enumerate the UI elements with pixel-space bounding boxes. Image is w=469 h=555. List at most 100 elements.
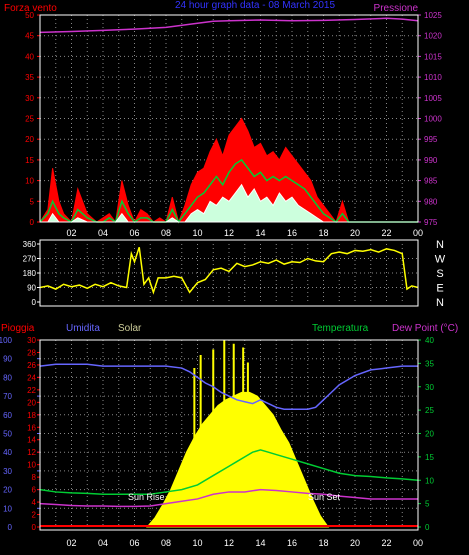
y-tick-label: 0: [32, 298, 37, 307]
y-tick-label: 50: [25, 11, 34, 20]
compass-label: N: [436, 297, 444, 309]
panel3-frame: [39, 339, 419, 531]
y-tick-label: 22: [27, 386, 36, 395]
y-tick-label: 25: [25, 115, 34, 124]
pressure-axis-ticks: 975 980 985 990 995 1000 1005 1010 1015 1020 1025: [418, 11, 442, 227]
x-tick-label: 16: [287, 228, 297, 238]
compass-label: E: [436, 283, 443, 295]
series-humidity: [39, 363, 418, 410]
y-tick-label: 270: [23, 255, 37, 264]
y-tick-label: 995: [424, 135, 438, 144]
wind-pressure-panel: 24 hour graph data - 08 March 2015 Forza…: [4, 0, 442, 238]
wind-pressure-series: [39, 17, 419, 224]
x-tick-label: 04: [98, 538, 108, 548]
x-tick-label: 22: [381, 538, 391, 548]
y-tick-label: 40: [3, 448, 12, 457]
compass-label: N: [436, 239, 444, 251]
x-tick-label: 06: [129, 228, 139, 238]
left-axis-label-wind: Forza vento: [4, 3, 57, 14]
x-tick-label: 08: [161, 228, 171, 238]
annotation-sun-set: Sun Set: [308, 492, 341, 502]
grid-panel2: [40, 244, 418, 302]
x-tick-label: 12: [224, 228, 234, 238]
right-axis-label-pressure: Pressione: [374, 3, 419, 14]
y-tick-label: 15: [25, 156, 34, 165]
y-tick-label: 90: [3, 355, 12, 364]
y-tick-label: 26: [27, 361, 36, 370]
x-tick-label: 00: [413, 538, 423, 548]
y-tick-label: 1015: [424, 52, 442, 61]
y-tick-label: 40: [425, 336, 434, 345]
y-tick-label: 30: [3, 467, 12, 476]
y-tick-label: 20: [27, 398, 36, 407]
x-tick-label: 20: [350, 228, 360, 238]
y-tick-label: 12: [27, 448, 36, 457]
y-tick-label: 16: [27, 423, 36, 432]
y-tick-label: 990: [424, 156, 438, 165]
y-tick-label: 5: [425, 500, 430, 509]
time-axis-ticks-panel1: 02 04 06 08 10 12 14 16 18 20 22 00: [66, 228, 423, 238]
y-tick-label: 0: [425, 523, 430, 532]
y-tick-label: 40: [25, 52, 34, 61]
y-tick-label: 8: [32, 473, 37, 482]
y-tick-label: 180: [23, 269, 37, 278]
y-tick-label: 25: [425, 406, 434, 415]
y-tick-label: 4: [32, 498, 37, 507]
x-tick-label: 10: [192, 228, 202, 238]
y-tick-label: 975: [424, 218, 438, 227]
y-tick-label: 30: [25, 94, 34, 103]
y-tick-label: 30: [27, 336, 36, 345]
x-tick-label: 18: [318, 538, 328, 548]
y-tick-label: 60: [3, 411, 12, 420]
y-tick-label: 980: [424, 197, 438, 206]
y-tick-label: 5: [30, 197, 35, 206]
series-direction: [39, 246, 419, 295]
y-tick-label: 2: [32, 511, 37, 520]
y-tick-label: 10: [425, 476, 434, 485]
y-tick-label: 45: [25, 32, 34, 41]
annotation-sun-rise: Sun Rise: [128, 492, 165, 502]
y-tick-label: 20: [3, 486, 12, 495]
x-tick-label: 10: [192, 538, 202, 548]
rain-axis-label: Pioggia: [1, 323, 35, 334]
y-tick-label: 35: [425, 359, 434, 368]
y-tick-label: 18: [27, 411, 36, 420]
x-tick-label: 18: [318, 228, 328, 238]
y-tick-label: 70: [3, 392, 12, 401]
y-tick-label: 360: [23, 240, 37, 249]
panel1-frame: [39, 14, 419, 223]
x-tick-label: 22: [381, 228, 391, 238]
y-tick-label: 20: [25, 135, 34, 144]
y-tick-label: 0: [32, 523, 37, 532]
temperature-axis-label: Temperatura: [312, 323, 369, 334]
humidity-axis-label: Umidita: [66, 323, 100, 334]
y-tick-label: 15: [425, 453, 434, 462]
y-tick-label: 0: [8, 523, 13, 532]
x-tick-label: 14: [255, 228, 265, 238]
climate-series: [39, 340, 419, 528]
y-tick-label: 10: [25, 177, 34, 186]
y-tick-label: 14: [27, 436, 36, 445]
y-tick-label: 80: [3, 373, 12, 382]
y-tick-label: 50: [3, 430, 12, 439]
series-dewpoint: [39, 488, 418, 508]
dewpoint-axis-label: Dew Point (°C): [392, 323, 458, 334]
compass-label: W: [435, 254, 446, 266]
x-tick-label: 08: [161, 538, 171, 548]
y-tick-label: 35: [25, 73, 34, 82]
y-tick-label: 1010: [424, 73, 442, 82]
x-tick-label: 14: [255, 538, 265, 548]
y-tick-label: 1000: [424, 115, 442, 124]
y-tick-label: 28: [27, 348, 36, 357]
compass-label: S: [436, 268, 443, 280]
y-tick-label: 6: [32, 486, 37, 495]
climate-panel: Pioggia Umidita Solar Temperatura Dew Po…: [0, 323, 458, 548]
x-tick-label: 00: [413, 228, 423, 238]
y-tick-label: 100: [0, 336, 13, 345]
panel2-frame: [39, 239, 419, 307]
solar-label: Solar: [118, 323, 142, 334]
x-tick-label: 20: [350, 538, 360, 548]
